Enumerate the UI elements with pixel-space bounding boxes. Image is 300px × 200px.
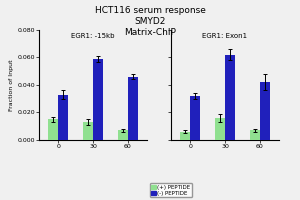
Bar: [215, 118, 225, 140]
Legend: (+) PEPTIDE, (-) PEPTIDE: (+) PEPTIDE, (-) PEPTIDE: [150, 183, 192, 197]
Bar: [190, 96, 200, 140]
Bar: [93, 59, 103, 140]
Text: EGR1: Exon1: EGR1: Exon1: [202, 33, 247, 39]
Bar: [260, 82, 270, 140]
Bar: [83, 122, 93, 140]
Bar: [225, 55, 235, 140]
Text: EGR1: -15kb: EGR1: -15kb: [71, 33, 115, 39]
Bar: [180, 132, 190, 140]
Bar: [58, 95, 68, 140]
Bar: [48, 119, 58, 140]
Text: HCT116 serum response
SMYD2
Matrix-ChIP: HCT116 serum response SMYD2 Matrix-ChIP: [94, 6, 206, 37]
Bar: [250, 130, 260, 140]
Y-axis label: Fraction of Input: Fraction of Input: [9, 59, 14, 111]
Bar: [128, 77, 138, 140]
Bar: [118, 130, 128, 140]
